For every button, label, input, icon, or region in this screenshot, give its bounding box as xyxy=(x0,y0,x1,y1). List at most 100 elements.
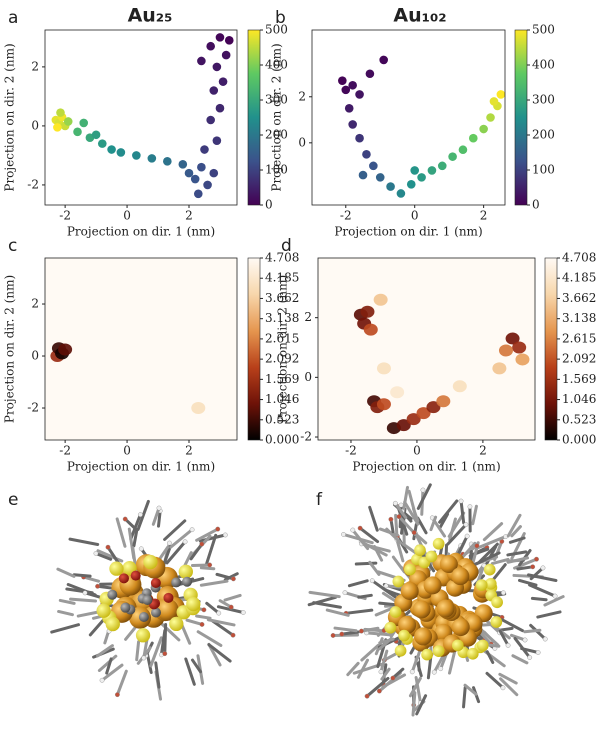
atom xyxy=(141,655,147,661)
x-tick-label: -2 xyxy=(340,209,352,223)
bond xyxy=(106,545,120,565)
ligand-atom xyxy=(118,573,129,584)
sulfur-atom xyxy=(421,648,433,661)
bond xyxy=(215,572,235,581)
bond xyxy=(195,614,212,620)
point xyxy=(184,168,194,178)
colorbar-tick-label: 4.708 xyxy=(562,251,596,265)
plot-frame xyxy=(311,29,506,206)
colorbar-tick-label: 400 xyxy=(265,58,288,72)
atom xyxy=(530,564,536,570)
point xyxy=(479,124,488,134)
density-cell xyxy=(515,353,530,366)
bond xyxy=(448,649,457,675)
bond xyxy=(506,550,528,557)
atom xyxy=(199,541,205,547)
bond xyxy=(135,640,141,662)
bond xyxy=(485,650,495,664)
point xyxy=(375,173,385,182)
colorbar-tick-label: 500 xyxy=(532,23,555,37)
sulfur-atom xyxy=(389,606,402,618)
point xyxy=(190,174,200,184)
point xyxy=(209,86,219,95)
bond xyxy=(529,623,547,641)
bond xyxy=(196,630,223,647)
bond xyxy=(492,563,507,581)
bond xyxy=(359,626,380,633)
point xyxy=(212,136,222,145)
sulfur-atom xyxy=(143,554,158,570)
ligand-atom xyxy=(150,577,161,588)
bond xyxy=(211,619,235,637)
atom xyxy=(420,487,426,493)
atom xyxy=(458,498,464,504)
bond xyxy=(478,630,493,646)
atom xyxy=(216,610,222,616)
colorbar-tick-label: 2.615 xyxy=(265,331,299,345)
colorbar xyxy=(247,257,261,441)
point xyxy=(107,145,116,154)
bond xyxy=(462,686,467,709)
x-tick-label: -2 xyxy=(345,444,357,458)
density-cell xyxy=(426,401,441,414)
colorbar-tick-label: 100 xyxy=(265,163,288,177)
point xyxy=(396,189,406,198)
colorbar-tick-label: 0 xyxy=(532,198,540,212)
gold-atom xyxy=(436,599,455,618)
atom xyxy=(93,551,99,556)
density-cell xyxy=(376,362,391,375)
bond xyxy=(482,522,504,542)
gold-atom xyxy=(451,567,470,586)
x-tick-label: 0 xyxy=(411,209,419,223)
sulfur-atom xyxy=(484,577,497,590)
atom xyxy=(231,576,236,582)
gold-atom xyxy=(400,581,419,600)
chart-title: Au₂₅ xyxy=(128,5,173,27)
ligand-atom xyxy=(163,592,174,603)
atom xyxy=(207,562,213,568)
colorbar-tick-label: 1.569 xyxy=(265,372,299,386)
point xyxy=(197,162,206,172)
bond xyxy=(379,649,389,674)
bond xyxy=(96,549,124,563)
sulfur-atom xyxy=(432,645,445,657)
point xyxy=(410,166,420,175)
colorbar-tick-label: 0.523 xyxy=(562,412,596,426)
bond xyxy=(528,583,557,598)
bond xyxy=(58,598,76,605)
point xyxy=(348,120,357,129)
bond xyxy=(308,590,341,599)
bond xyxy=(511,654,529,665)
point xyxy=(338,76,347,85)
plot-background xyxy=(45,258,237,440)
density-cell xyxy=(373,293,388,306)
bond xyxy=(498,672,518,685)
atom xyxy=(463,522,469,528)
y-tick-label: 0 xyxy=(31,118,39,132)
y-tick-label: -2 xyxy=(27,177,39,191)
plot-area xyxy=(338,55,505,198)
bond xyxy=(346,661,360,677)
sulfur-atom xyxy=(475,579,488,591)
bond xyxy=(205,601,221,615)
point xyxy=(53,123,62,132)
atom xyxy=(357,525,363,531)
bond xyxy=(365,676,390,698)
bond xyxy=(154,661,161,689)
density-cell xyxy=(452,380,467,393)
ligand-atom xyxy=(138,612,149,623)
bond xyxy=(479,627,500,647)
bond xyxy=(516,565,535,571)
bond xyxy=(358,526,380,544)
density-cell xyxy=(396,419,411,432)
density-cell xyxy=(58,343,73,356)
y-axis-label: Projection on dir. 2 (nm) xyxy=(3,275,17,423)
bond xyxy=(429,515,438,532)
point xyxy=(91,130,101,140)
atom xyxy=(540,565,546,571)
atom xyxy=(167,540,172,546)
point xyxy=(200,145,209,154)
x-axis-label: Projection on dir. 1 (nm) xyxy=(352,460,500,474)
point xyxy=(489,97,499,106)
bond xyxy=(393,501,408,520)
